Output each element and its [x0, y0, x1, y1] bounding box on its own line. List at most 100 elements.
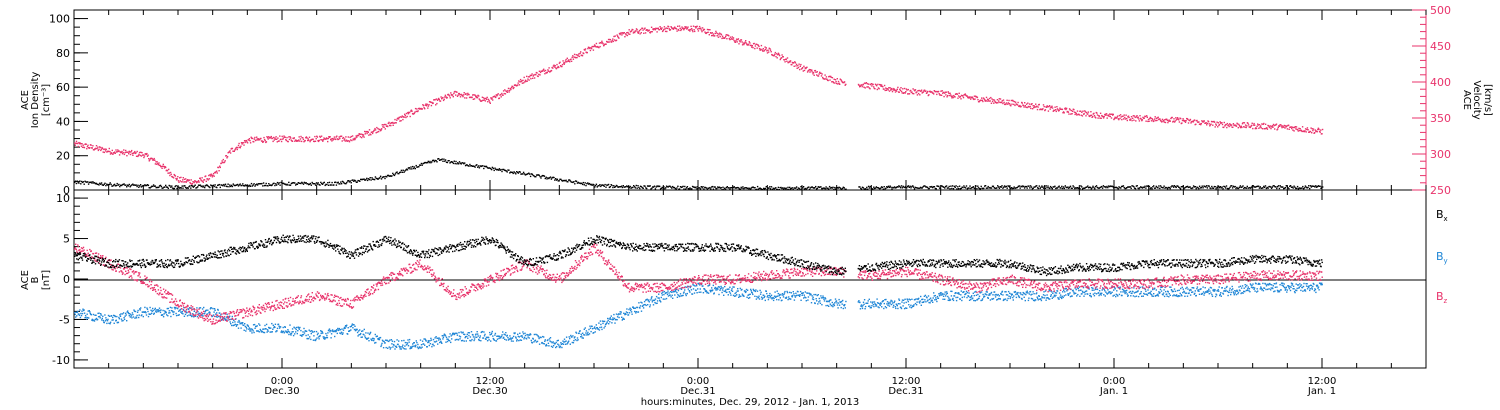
velocity-point: [1181, 119, 1184, 122]
by-point: [429, 340, 431, 342]
density-point: [643, 185, 645, 187]
by-point: [570, 334, 572, 337]
density-point: [698, 187, 700, 189]
density-point: [353, 180, 355, 182]
by-point: [686, 292, 688, 295]
density-point: [631, 186, 633, 189]
density-point: [858, 186, 860, 188]
density-point: [1049, 187, 1051, 190]
density-point: [1127, 186, 1129, 188]
velocity-point: [1111, 113, 1113, 115]
velocity-point: [438, 98, 440, 101]
by-point: [271, 331, 273, 333]
density-point: [518, 171, 520, 173]
velocity-point: [285, 139, 288, 142]
by-point: [643, 304, 645, 306]
velocity-point: [388, 121, 390, 124]
by-point: [94, 314, 96, 316]
density-point: [710, 188, 712, 190]
density-point: [1272, 185, 1274, 187]
by-point: [212, 307, 214, 310]
by-point: [169, 312, 171, 314]
by-point: [633, 307, 635, 309]
velocity-point: [387, 122, 389, 125]
velocity-point: [468, 93, 470, 96]
by-point: [428, 341, 430, 343]
by-point: [519, 332, 521, 334]
velocity-point: [1146, 116, 1148, 118]
velocity-point: [939, 94, 942, 96]
velocity-point: [573, 53, 576, 56]
by-point: [432, 343, 434, 345]
density-point: [800, 186, 802, 188]
density-point: [740, 186, 742, 189]
density-point: [798, 187, 800, 190]
velocity-point: [414, 111, 416, 113]
velocity-point: [523, 76, 525, 79]
by-point: [447, 338, 449, 340]
by-point: [171, 310, 174, 312]
density-point: [685, 187, 688, 189]
velocity-point: [430, 104, 433, 107]
density-point: [737, 186, 739, 189]
by-point: [585, 330, 588, 332]
density-point: [883, 186, 885, 188]
by-point: [393, 344, 395, 346]
by-point: [339, 329, 342, 331]
velocity-point: [210, 173, 212, 175]
density-point: [418, 166, 420, 168]
by-point: [227, 319, 229, 321]
density-point: [260, 183, 262, 185]
by-point: [83, 312, 86, 314]
velocity-point: [731, 38, 733, 40]
velocity-point: [122, 151, 124, 154]
velocity-point: [750, 44, 752, 47]
density-point: [951, 185, 954, 187]
density-point: [563, 179, 566, 182]
density-point: [128, 183, 130, 186]
velocity-point: [472, 94, 474, 96]
velocity-point: [1143, 117, 1145, 119]
by-point: [192, 308, 194, 310]
velocity-point: [933, 93, 935, 95]
velocity-point: [476, 95, 478, 97]
velocity-point: [1190, 122, 1192, 124]
density-point: [862, 187, 865, 189]
density-point: [1133, 186, 1135, 188]
density-point: [708, 187, 710, 189]
density-point: [449, 162, 451, 164]
density-point: [644, 185, 646, 187]
velocity-point: [542, 69, 544, 71]
velocity-point: [376, 126, 378, 129]
density-point: [665, 187, 667, 189]
velocity-axis-title-line3: [km/s]: [1482, 84, 1493, 116]
by-point: [436, 337, 438, 339]
density-point: [1107, 185, 1110, 187]
by-point: [136, 314, 138, 317]
velocity-point: [815, 71, 817, 73]
density-point: [726, 186, 728, 188]
by-point: [303, 327, 305, 330]
velocity-point: [374, 129, 377, 131]
density-point: [1196, 186, 1198, 188]
by-point: [419, 339, 422, 341]
density-point: [1121, 185, 1124, 187]
density-point: [961, 186, 963, 188]
velocity-point: [1005, 103, 1007, 106]
density-point: [88, 181, 91, 184]
by-point: [205, 309, 207, 311]
density-point: [436, 161, 438, 163]
by-point: [97, 316, 100, 318]
density-point: [224, 183, 227, 185]
density-point: [935, 188, 937, 190]
by-point: [537, 336, 540, 338]
by-point: [537, 335, 539, 337]
by-point: [135, 316, 137, 318]
by-point: [263, 331, 266, 334]
by-point: [238, 321, 241, 323]
velocity-point: [635, 28, 638, 30]
density-point: [340, 183, 343, 185]
density-point: [145, 184, 148, 187]
density-point: [313, 183, 315, 185]
by-point: [301, 334, 304, 336]
